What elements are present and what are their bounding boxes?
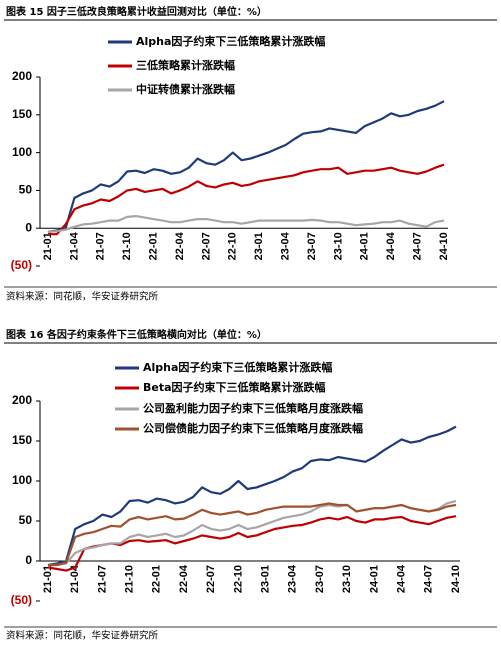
- series-line: [47, 100, 445, 234]
- legend-label: Beta因子约束下三低策略累计涨跌幅: [143, 380, 326, 394]
- source-note: 资料来源：同花顺，华安证券研究所: [6, 630, 159, 642]
- x-tick-label: 24-07: [412, 232, 424, 260]
- series-line: [47, 215, 445, 234]
- x-tick-label: 22-01: [148, 232, 160, 260]
- x-tick-label: 23-10: [332, 232, 344, 260]
- legend-label: Alpha因子约束下三低策略累计涨跌幅: [136, 34, 325, 48]
- source-note: 资料来源：同花顺，华安证券研究所: [6, 291, 159, 303]
- series-line: [48, 502, 457, 567]
- x-tick-label: 22-07: [205, 565, 217, 593]
- x-tick-label: 21-04: [68, 231, 80, 260]
- y-tick-label: (50): [11, 593, 32, 607]
- series-line: [48, 163, 445, 236]
- x-tick-label: 23-04: [280, 231, 292, 260]
- x-tick-label: 23-07: [314, 565, 326, 593]
- y-tick-label: 150: [12, 433, 32, 447]
- x-tick-label: 23-10: [341, 565, 353, 593]
- y-tick-label: 150: [12, 107, 32, 121]
- y-tick-label: (50): [11, 258, 32, 272]
- x-tick-label: 24-07: [423, 565, 435, 593]
- legend-label: 公司盈利能力因子约束下三低策略月度涨跌幅: [143, 401, 363, 415]
- x-tick-label: 22-10: [232, 565, 244, 593]
- series-line: [47, 425, 457, 567]
- legend-label: Alpha因子约束下三低策略累计涨跌幅: [143, 360, 332, 374]
- x-tick-label: 23-04: [287, 564, 299, 593]
- x-tick-label: 22-10: [227, 232, 239, 260]
- x-tick-label: 23-01: [260, 565, 272, 593]
- series-line: [48, 499, 457, 567]
- x-tick-label: 24-04: [396, 564, 408, 593]
- y-tick-label: 50: [19, 513, 33, 527]
- y-tick-label: 200: [12, 393, 32, 407]
- x-tick-label: 23-01: [253, 232, 265, 260]
- x-tick-label: 24-01: [359, 232, 371, 260]
- x-tick-label: 24-10: [450, 565, 462, 593]
- x-tick-label: 24-01: [368, 565, 380, 593]
- x-tick-label: 21-01: [42, 565, 54, 593]
- y-tick-label: 50: [19, 183, 33, 197]
- y-tick-label: 0: [25, 553, 32, 567]
- y-tick-label: 0: [25, 220, 32, 234]
- figure-title: 图表 15 因子三低改良策略累计收益回测对比（单位：%）: [6, 5, 267, 18]
- legend-label: 三低策略累计涨跌幅: [136, 58, 235, 72]
- x-tick-label: 21-07: [95, 232, 107, 260]
- x-tick-label: 21-01: [42, 232, 54, 260]
- x-tick-label: 24-10: [438, 232, 450, 260]
- x-tick-label: 22-04: [174, 231, 186, 260]
- y-tick-label: 200: [12, 69, 32, 83]
- x-tick-label: 21-04: [69, 564, 81, 593]
- x-tick-label: 23-07: [306, 232, 318, 260]
- figure-title: 图表 16 各因子约束条件下三低策略横向对比（单位：%）: [6, 328, 267, 341]
- x-tick-label: 21-10: [121, 232, 133, 260]
- x-tick-label: 21-10: [124, 565, 136, 593]
- y-tick-label: 100: [12, 145, 32, 159]
- x-tick-label: 22-07: [200, 232, 212, 260]
- x-tick-label: 21-07: [96, 565, 108, 593]
- legend-label: 公司偿债能力因子约束下三低策略月度涨跌幅: [143, 421, 363, 435]
- x-tick-label: 22-04: [178, 564, 190, 593]
- x-tick-label: 24-04: [385, 231, 397, 260]
- y-tick-label: 100: [12, 473, 32, 487]
- x-tick-label: 22-01: [151, 565, 163, 593]
- legend-label: 中证转债累计涨跌幅: [136, 82, 235, 96]
